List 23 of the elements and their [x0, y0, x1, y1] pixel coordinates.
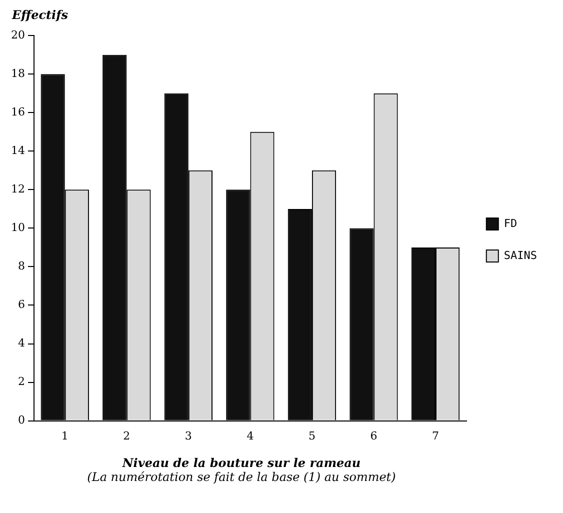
y-tick-label: 12	[10, 182, 25, 196]
x-tick-label: 3	[184, 429, 192, 442]
y-tick-label: 6	[18, 298, 25, 312]
y-tick-label: 4	[18, 336, 25, 350]
y-tick-label: 0	[18, 414, 25, 427]
legend-label: FD	[504, 216, 518, 230]
text: (La numérotation se fait de la base (1) au sommet)	[86, 470, 397, 484]
y-tick-label: 8	[18, 260, 25, 273]
x-tick-label: 5	[308, 429, 316, 442]
legend-label: SAINS	[504, 248, 538, 262]
y-tick-label: 14	[10, 144, 25, 158]
y-tick-label: 20	[10, 28, 25, 42]
y-tick-label: 10	[10, 221, 25, 234]
y-tick-label: 16	[10, 106, 25, 118]
x-tick-label: 1	[61, 429, 68, 442]
x-tick-label: 6	[370, 429, 378, 442]
y-tick-label: 2	[18, 375, 25, 388]
x-tick-label: 2	[123, 429, 130, 442]
x-tick-label: 4	[246, 429, 254, 442]
x-axis-title: Niveau de la bouture sur le rameau	[121, 456, 362, 470]
y-tick-label: 18	[10, 66, 25, 80]
x-tick-label: 7	[432, 429, 439, 442]
y-axis-title: Effectifs	[12, 8, 70, 22]
